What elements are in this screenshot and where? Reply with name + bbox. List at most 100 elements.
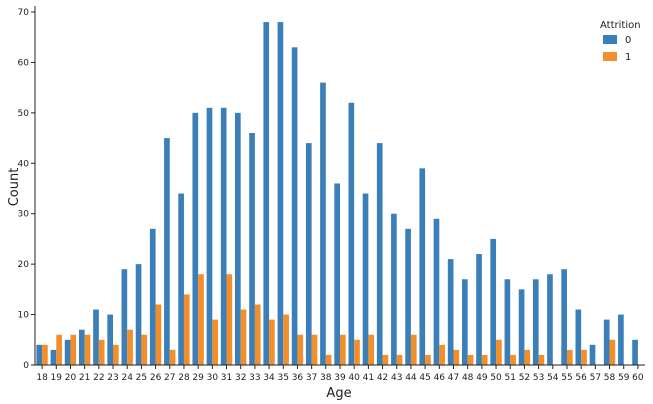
bar-age-59-attrition-0: [618, 314, 624, 365]
legend-swatch-1: [603, 52, 617, 61]
x-tick-label-39: 39: [334, 373, 346, 383]
bar-age-25-attrition-0: [135, 264, 142, 365]
x-tick-label-46: 46: [434, 373, 446, 383]
bar-age-55-attrition-1: [566, 349, 573, 365]
x-tick-label-29: 29: [192, 373, 204, 383]
bar-age-50-attrition-1: [496, 339, 502, 365]
x-tick-label-28: 28: [178, 373, 190, 383]
y-tick-label-70: 70: [18, 8, 30, 18]
bar-age-43-attrition-0: [391, 213, 397, 365]
bar-age-20-attrition-1: [70, 334, 77, 365]
bar-age-48-attrition-0: [462, 279, 468, 365]
x-tick-label-19: 19: [51, 373, 63, 383]
x-tick-label-36: 36: [292, 373, 304, 383]
bar-age-53-attrition-1: [538, 354, 545, 365]
bar-age-58-attrition-1: [609, 339, 616, 365]
bar-age-48-attrition-1: [467, 354, 474, 365]
y-tick-label-40: 40: [18, 159, 30, 169]
bar-age-30-attrition-0: [206, 107, 213, 365]
bar-age-21-attrition-1: [84, 334, 91, 365]
x-tick-label-47: 47: [448, 373, 459, 383]
bar-age-42-attrition-0: [376, 143, 383, 365]
bar-age-37-attrition-1: [311, 334, 318, 365]
bars-layer: [36, 22, 638, 366]
bar-age-44-attrition-0: [405, 228, 411, 365]
bar-age-45-attrition-1: [425, 354, 431, 365]
bar-age-34-attrition-1: [269, 319, 275, 365]
y-tick-label-20: 20: [18, 260, 30, 270]
bar-age-36-attrition-1: [297, 334, 304, 365]
x-tick-label-20: 20: [65, 373, 77, 383]
bar-age-46-attrition-0: [433, 218, 440, 365]
bar-age-20-attrition-0: [64, 339, 71, 365]
x-tick-label-34: 34: [263, 373, 275, 383]
bar-age-34-attrition-0: [263, 22, 270, 366]
bar-age-47-attrition-0: [447, 259, 454, 365]
bar-age-22-attrition-1: [98, 339, 105, 365]
x-tick-label-54: 54: [547, 373, 559, 383]
bar-age-40-attrition-1: [354, 339, 360, 365]
bar-age-45-attrition-0: [419, 168, 426, 365]
x-tick-label-26: 26: [150, 373, 162, 383]
bar-age-21-attrition-0: [78, 329, 85, 365]
bar-age-18-attrition-0: [36, 344, 43, 365]
x-tick-label-52: 52: [519, 373, 530, 383]
bar-age-37-attrition-0: [305, 143, 312, 365]
bar-age-41-attrition-1: [368, 334, 375, 365]
y-axis-label: Count: [7, 168, 22, 207]
x-tick-label-40: 40: [348, 373, 360, 383]
x-tick-label-51: 51: [505, 373, 516, 383]
x-tick-label-43: 43: [391, 373, 402, 383]
bar-age-23-attrition-1: [113, 344, 119, 365]
bar-age-57-attrition-0: [589, 344, 596, 365]
x-tick-label-21: 21: [79, 373, 90, 383]
x-tick-label-44: 44: [405, 373, 417, 383]
legend-swatch-0: [603, 35, 617, 44]
x-tick-label-55: 55: [561, 373, 572, 383]
bar-age-26-attrition-1: [155, 304, 162, 365]
y-tick-label-10: 10: [18, 311, 30, 321]
bar-age-53-attrition-0: [532, 279, 539, 365]
x-tick-label-22: 22: [93, 373, 104, 383]
x-tick-label-58: 58: [604, 373, 616, 383]
bar-age-42-attrition-1: [382, 354, 389, 365]
legend-title: Attrition: [600, 20, 641, 31]
bar-age-38-attrition-1: [325, 354, 332, 365]
bar-age-32-attrition-0: [235, 112, 241, 365]
bar-age-25-attrition-1: [141, 334, 148, 365]
x-tick-label-57: 57: [590, 373, 601, 383]
x-tick-label-42: 42: [377, 373, 388, 383]
bar-age-36-attrition-0: [291, 47, 298, 366]
bar-age-47-attrition-1: [453, 349, 460, 365]
legend: Attrition 0 1: [600, 20, 641, 63]
x-tick-label-48: 48: [462, 373, 474, 383]
x-tick-label-37: 37: [306, 373, 317, 383]
bar-age-27-attrition-1: [169, 349, 176, 365]
bar-age-18-attrition-1: [42, 344, 48, 365]
bar-age-38-attrition-0: [320, 82, 326, 365]
x-tick-label-33: 33: [249, 373, 260, 383]
bar-age-54-attrition-0: [547, 274, 553, 365]
x-tick-label-53: 53: [533, 373, 544, 383]
bar-age-44-attrition-1: [410, 334, 417, 365]
bar-age-28-attrition-1: [183, 294, 190, 365]
bar-age-39-attrition-0: [334, 183, 340, 365]
bar-age-19-attrition-0: [50, 349, 57, 365]
bar-age-33-attrition-1: [254, 304, 261, 365]
x-tick-label-41: 41: [363, 373, 374, 383]
bar-age-27-attrition-0: [164, 138, 170, 365]
bar-age-55-attrition-0: [561, 269, 567, 365]
legend-label-0: 0: [625, 35, 631, 46]
x-tick-label-56: 56: [575, 373, 587, 383]
x-tick-label-49: 49: [476, 373, 488, 383]
x-axis-label: Age: [326, 386, 351, 401]
bar-age-26-attrition-0: [149, 228, 156, 365]
x-tick-label-30: 30: [207, 373, 219, 383]
bar-age-29-attrition-0: [192, 112, 199, 365]
x-tick-label-60: 60: [632, 373, 644, 383]
x-tick-label-32: 32: [235, 373, 246, 383]
bar-age-52-attrition-1: [524, 349, 531, 365]
bar-age-52-attrition-0: [518, 289, 525, 365]
x-tick-label-23: 23: [107, 373, 118, 383]
